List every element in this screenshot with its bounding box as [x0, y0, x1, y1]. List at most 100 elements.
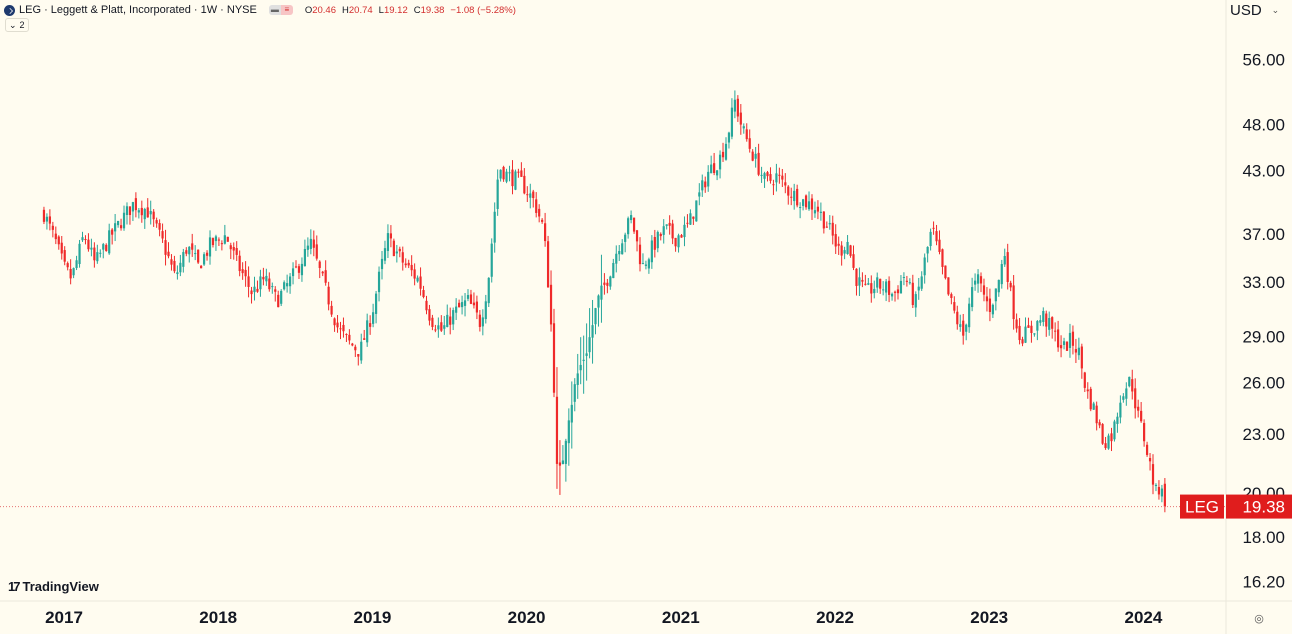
legend-buttons[interactable]: ▬ ≡ — [268, 5, 293, 15]
candle-up — [591, 325, 594, 338]
candle-down — [1134, 388, 1137, 409]
candle-down — [704, 181, 707, 188]
change-value: −1.08 (−5.28%) — [450, 4, 516, 16]
candle-up — [303, 249, 307, 267]
candle-down — [1054, 330, 1057, 332]
candle-down — [217, 239, 221, 241]
candle-down — [686, 222, 689, 224]
candle-down — [51, 225, 54, 230]
candle-up — [926, 246, 929, 254]
indicator-collapse-button[interactable]: ⌄ 2 — [5, 18, 29, 32]
candle-down — [748, 138, 751, 149]
candle-down — [392, 240, 395, 257]
eye-toggle-icon[interactable]: ▬ — [268, 5, 281, 15]
last-price-badge — [1226, 494, 1292, 519]
candle-down — [140, 207, 143, 216]
candle-down — [1021, 339, 1024, 344]
candle-up — [505, 171, 508, 182]
candle-up — [843, 250, 846, 254]
menu-icon[interactable]: ≡ — [280, 5, 293, 15]
candle-down — [1145, 444, 1149, 455]
candle-down — [653, 236, 656, 250]
candle-up — [383, 248, 387, 261]
candle-up — [965, 324, 968, 332]
candle-up — [612, 262, 615, 279]
symbol-title[interactable]: LEG · Leggett & Platt, Incorporated · 1W… — [19, 4, 257, 16]
candle-down — [229, 245, 232, 250]
candle-down — [1012, 285, 1015, 320]
candle-up — [202, 254, 206, 265]
candle-down — [336, 322, 339, 328]
candle-up — [647, 259, 650, 269]
candle-down — [674, 237, 677, 247]
candle-up — [597, 295, 600, 308]
candle-down — [458, 302, 461, 308]
candle-up — [801, 199, 805, 206]
candle-down — [197, 249, 200, 263]
candle-down — [297, 266, 301, 273]
candle-down — [1157, 486, 1161, 495]
candle-down — [119, 225, 123, 229]
candle-down — [1030, 325, 1033, 333]
candle-up — [641, 263, 645, 265]
time-tick-label: 2021 — [662, 608, 700, 627]
candle-up — [437, 325, 440, 330]
candle-down — [1098, 422, 1101, 426]
candle-down — [849, 245, 852, 256]
candle-up — [1048, 318, 1051, 330]
candle-up — [775, 173, 778, 183]
candle-up — [179, 262, 182, 273]
candle-down — [861, 279, 864, 282]
candle-down — [852, 254, 855, 268]
candle-down — [407, 262, 410, 266]
candle-down — [1018, 325, 1021, 341]
candle-down — [932, 227, 935, 229]
candle-up — [102, 244, 105, 250]
candle-down — [404, 263, 407, 266]
tradingview-logo[interactable]: 17 TradingView — [8, 579, 99, 594]
candle-up — [914, 294, 917, 308]
candle-down — [1057, 329, 1060, 348]
candle-down — [555, 396, 559, 464]
last-price-symbol: LEG — [1185, 498, 1219, 517]
candle-up — [908, 282, 911, 284]
low-label: L — [378, 4, 384, 16]
candle-down — [772, 184, 775, 186]
candle-up — [579, 364, 582, 371]
candle-down — [638, 244, 642, 265]
time-axis[interactable]: 2017 2018 2019 2020 2021 2022 2023 2024 — [45, 608, 1163, 627]
candle-down — [431, 317, 434, 327]
candle-up — [188, 246, 191, 255]
candle-down — [1137, 406, 1140, 411]
candle-down — [532, 191, 535, 199]
low-value: 19.12 — [383, 4, 408, 16]
last-price-label: LEG 19.38 — [1180, 494, 1292, 519]
candle-down — [985, 296, 989, 302]
candle-down — [87, 239, 90, 250]
candle-up — [182, 252, 185, 267]
candle-up — [567, 420, 570, 444]
candle-up — [78, 243, 81, 265]
candle-up — [372, 312, 375, 324]
candle-up — [446, 314, 449, 327]
candle-down — [247, 276, 250, 287]
candle-down — [164, 240, 167, 255]
tradingview-logo-text: TradingView — [22, 579, 99, 594]
candle-down — [277, 294, 280, 308]
candle-down — [1095, 405, 1098, 424]
candle-down — [425, 300, 428, 311]
candle-down — [956, 311, 959, 325]
candle-up — [760, 174, 763, 176]
candle-down — [440, 322, 443, 331]
candle-up — [131, 202, 135, 212]
candle-down — [369, 323, 372, 327]
candle-up — [223, 235, 226, 244]
candle-up — [259, 276, 262, 290]
settings-icon[interactable]: ◎ — [1254, 612, 1264, 625]
candle-up — [143, 208, 146, 220]
currency-selector[interactable]: USD ⌄ — [1228, 0, 1292, 20]
candle-down — [1086, 389, 1089, 392]
candle-down — [1045, 313, 1048, 327]
candle-up — [828, 223, 831, 225]
